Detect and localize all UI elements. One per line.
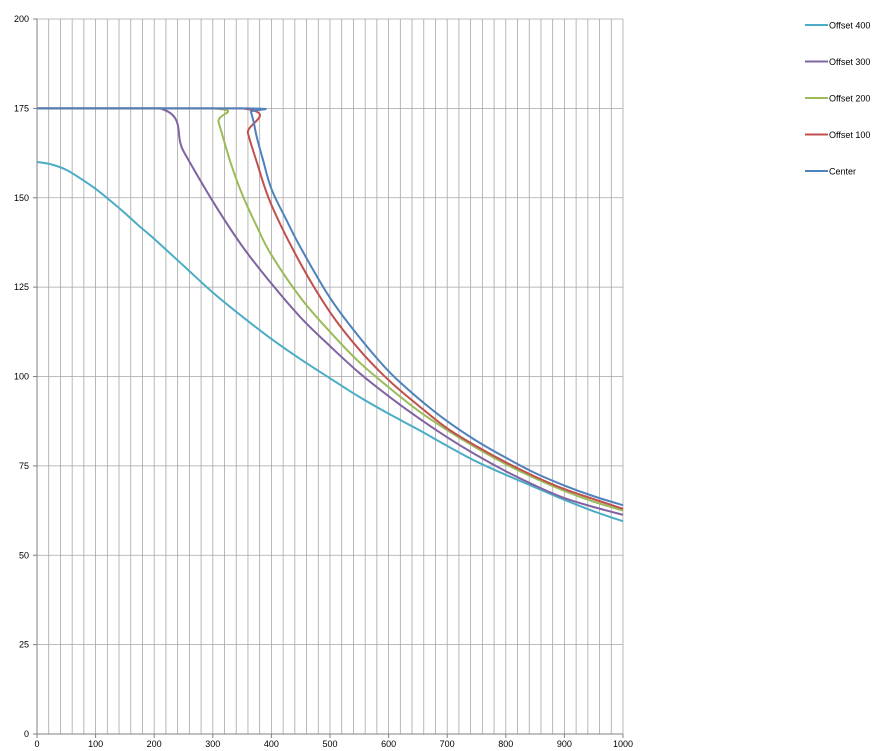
y-tick-label: 25 bbox=[19, 640, 29, 650]
y-tick-label: 150 bbox=[14, 193, 29, 203]
x-tick-label: 600 bbox=[381, 739, 396, 749]
y-tick-label: 75 bbox=[19, 461, 29, 471]
series-line-center bbox=[36, 107, 624, 507]
axes: 0 25 50 75 100 125 150 175 200 0 100 200 300 400 500 60… bbox=[14, 14, 633, 749]
x-tick-label: 400 bbox=[264, 739, 279, 749]
x-tick-label: 500 bbox=[322, 739, 337, 749]
series-line-offset-300 bbox=[36, 107, 624, 516]
x-tick-label: 100 bbox=[88, 739, 103, 749]
x-tick-label: 900 bbox=[557, 739, 572, 749]
series-lines bbox=[36, 107, 624, 523]
legend-label-offset-200: Offset 200 bbox=[829, 94, 870, 104]
x-tick-label: 700 bbox=[440, 739, 455, 749]
x-tick-label: 1000 bbox=[613, 739, 633, 749]
series-line-offset-100 bbox=[36, 107, 624, 510]
legend-label-offset-400: Offset 400 bbox=[829, 21, 870, 31]
y-tick-label: 50 bbox=[19, 550, 29, 560]
x-tick-label: 800 bbox=[498, 739, 513, 749]
series-line-offset-400 bbox=[36, 161, 624, 523]
grid bbox=[37, 18, 624, 734]
y-tick-label: 175 bbox=[14, 103, 29, 113]
legend: Offset 400 Offset 300 Offset 200 Offset 100… bbox=[805, 21, 870, 177]
y-tick-label: 0 bbox=[24, 729, 29, 739]
y-tick-label: 100 bbox=[14, 372, 29, 382]
legend-label-offset-300: Offset 300 bbox=[829, 57, 870, 67]
x-tick-label: 0 bbox=[34, 739, 39, 749]
y-tick-label: 200 bbox=[14, 14, 29, 24]
series-line-offset-200 bbox=[36, 107, 624, 512]
x-tick-label: 200 bbox=[147, 739, 162, 749]
legend-label-center: Center bbox=[829, 167, 856, 177]
y-tick-label: 125 bbox=[14, 282, 29, 292]
legend-label-offset-100: Offset 100 bbox=[829, 130, 870, 140]
x-tick-label: 300 bbox=[205, 739, 220, 749]
